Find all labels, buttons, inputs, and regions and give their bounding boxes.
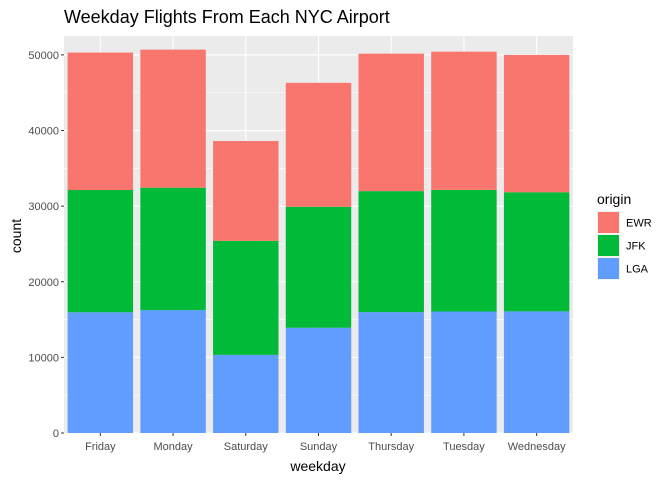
bar-lga-tuesday [431,311,497,433]
bar-jfk-sunday [285,206,352,328]
legend-label: JFK [626,241,646,253]
x-tick-label: Thursday [368,441,414,453]
bar-ewr-wednesday [503,54,570,193]
bar-ewr-friday [67,52,134,191]
y-tick-label: 50000 [28,50,59,62]
legend-key-lga [598,258,619,279]
legend-label: EWR [626,218,652,230]
legend-label: LGA [626,264,649,276]
bar-lga-wednesday [503,311,570,433]
bar-ewr-saturday [213,141,279,241]
bar-jfk-wednesday [503,192,570,312]
bar-ewr-sunday [285,82,352,207]
bar-lga-monday [140,310,206,433]
y-tick-label: 0 [53,428,59,440]
bars [67,49,570,433]
legend-key-ewr [598,212,619,233]
x-tick-label: Friday [85,441,116,453]
legend-key-jfk [598,235,619,256]
x-axis-ticks: Friday Monday Saturday Sunday Thursday Tuesda… [85,433,566,453]
bar-ewr-monday [140,49,206,188]
x-tick-label: Wednesday [508,441,566,453]
x-tick-label: Tuesday [443,441,485,453]
x-tick-label: Saturday [224,441,269,453]
bar-jfk-tuesday [431,189,497,312]
bar-lga-sunday [285,327,352,433]
bar-jfk-saturday [213,240,279,355]
y-axis-title: count [8,219,24,253]
y-tick-label: 30000 [28,201,59,213]
chart-title: Weekday Flights From Each NYC Airport [64,7,390,27]
bar-jfk-monday [140,187,206,311]
y-tick-label: 10000 [28,352,59,364]
legend: origin EWR JFK LGA [597,191,652,280]
bar-ewr-thursday [358,53,424,192]
x-tick-label: Sunday [300,441,338,453]
bar-ewr-tuesday [431,51,497,190]
bar-lga-thursday [358,312,424,433]
bar-jfk-friday [67,190,134,313]
x-axis-title: weekday [289,458,345,474]
y-tick-label: 40000 [28,126,59,138]
bar-jfk-thursday [358,191,424,313]
bar-lga-friday [67,312,134,433]
y-axis-ticks: 0 10000 20000 30000 40000 50000 [28,50,64,440]
y-tick-label: 20000 [28,277,59,289]
bar-lga-saturday [213,354,279,433]
x-tick-label: Monday [154,441,194,453]
legend-title: origin [597,191,631,207]
